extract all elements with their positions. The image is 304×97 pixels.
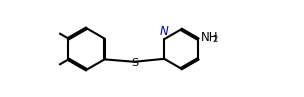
Text: S: S [131,58,138,68]
Text: N: N [160,25,169,38]
Text: 2: 2 [212,35,218,44]
Text: NH: NH [201,31,219,44]
